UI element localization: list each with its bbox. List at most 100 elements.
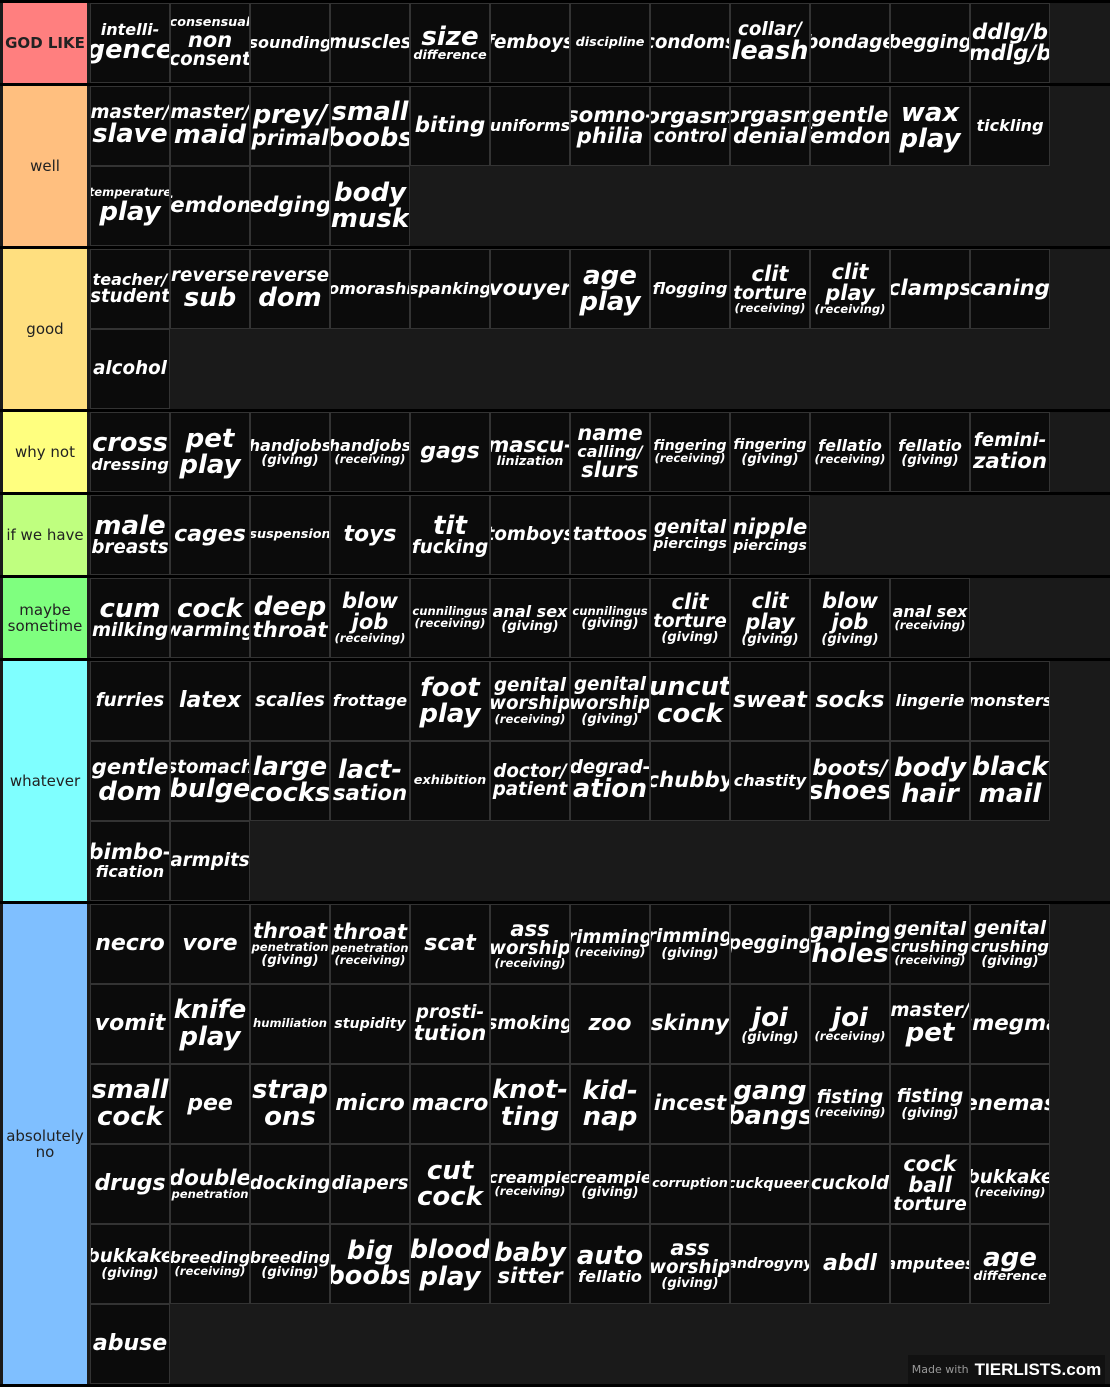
item-text: penetration: [331, 940, 409, 955]
tier-item: handjobs (giving): [250, 412, 330, 492]
item-text: lact-: [337, 754, 403, 785]
item-text: (giving): [821, 631, 879, 647]
item-text: (giving): [741, 1029, 799, 1045]
item-text: (receiving): [334, 631, 406, 646]
item-text: (receiving): [334, 952, 406, 967]
item-text: difference: [973, 1268, 1047, 1284]
item-text: genital: [573, 674, 647, 696]
item-text: crushing: [891, 937, 970, 957]
item-text: tickling: [976, 116, 1044, 135]
tier-item: cunnilingus (giving): [570, 578, 650, 658]
tier-item: androgyny: [730, 1224, 810, 1304]
item-text: bangs: [730, 1101, 810, 1132]
tier-item: throat penetration (receiving): [330, 904, 410, 984]
item-text: discipline: [575, 34, 645, 50]
tier-item: scalies: [250, 661, 330, 741]
tier-item: big boobs: [330, 1224, 410, 1304]
item-text: worship: [650, 1256, 730, 1278]
item-text: enemas: [971, 1091, 1049, 1117]
item-text: scat: [424, 931, 476, 956]
tier-item: wax play: [890, 86, 970, 166]
item-text: sweat: [733, 688, 807, 713]
tier-item: enemas: [970, 1064, 1050, 1144]
item-text: (receiving): [174, 1264, 246, 1279]
item-text: sation: [332, 781, 408, 807]
tier-item: furries: [90, 661, 170, 741]
item-text: baby: [494, 1238, 566, 1269]
item-text: micro: [335, 1091, 405, 1116]
tier-item: breeding (receiving): [170, 1224, 250, 1304]
item-text: (receiving): [894, 953, 966, 968]
item-text: alcohol: [93, 357, 167, 379]
item-text: vore: [182, 931, 238, 956]
tier-item: deep throat: [250, 578, 330, 658]
item-text: (giving): [901, 452, 959, 468]
item-text: begging: [890, 31, 970, 53]
item-text: (receiving): [974, 1185, 1046, 1200]
tier-item: age play: [570, 249, 650, 329]
tier-item: amputees: [890, 1224, 970, 1304]
tier-item: cages: [170, 495, 250, 575]
item-text: penetration: [171, 1186, 249, 1201]
item-text: intelli-: [100, 20, 160, 40]
item-text: vouyer: [490, 276, 570, 302]
item-text: piercings: [653, 536, 727, 553]
tier-item: vore: [170, 904, 250, 984]
tier-item: creampie (giving): [570, 1144, 650, 1224]
item-text: sounding: [250, 33, 330, 52]
item-text: slave: [92, 119, 168, 150]
item-text: cum: [99, 593, 161, 624]
item-text: femboys: [490, 31, 570, 53]
item-text: femdom: [170, 193, 249, 219]
tier-item: alcohol: [90, 329, 170, 409]
item-text: denial: [733, 124, 807, 149]
tier-item: genital worship (receiving): [490, 661, 570, 741]
item-text: bukkake: [970, 1167, 1050, 1189]
item-text: uniforms: [490, 116, 570, 135]
item-text: femini-: [973, 430, 1047, 452]
item-text: bimbo-: [90, 840, 170, 866]
item-text: (giving): [661, 1276, 719, 1292]
item-text: stupidity: [334, 1015, 406, 1032]
tier-item: humiliation: [250, 984, 330, 1064]
item-text: calling/: [577, 442, 643, 461]
item-text: (receiving): [334, 452, 406, 467]
item-text: knife: [173, 995, 247, 1026]
item-text: reverse: [250, 264, 330, 286]
item-text: dom: [98, 776, 162, 807]
tier-item: gags: [410, 412, 490, 492]
item-text: deep: [253, 592, 327, 623]
tier-item: gang bangs: [730, 1064, 810, 1144]
tier-item: muscles: [330, 3, 410, 83]
tier-row: why not cross dressing pet play handjobs (givi…: [0, 412, 1110, 492]
item-text: nap: [582, 1102, 638, 1132]
item-text: ddlg/b: [971, 19, 1049, 45]
tier-item: omorashi: [330, 249, 410, 329]
item-text: gags: [420, 439, 480, 464]
tier-item: somno-philia: [570, 86, 650, 166]
item-text: (giving): [581, 1184, 639, 1200]
item-text: abuse: [92, 1331, 168, 1356]
tier-label: if we have: [3, 495, 87, 575]
item-text: (receiving): [494, 955, 566, 970]
item-text: (giving): [741, 451, 799, 467]
tier-item: smoking: [490, 984, 570, 1064]
item-text: boots/: [812, 755, 888, 781]
tier-item: age difference: [970, 1224, 1050, 1304]
tier-row: whatever furries latex scalies frottage foot p…: [0, 661, 1110, 901]
tier-item: body hair: [890, 741, 970, 821]
item-text: necro: [95, 931, 165, 956]
item-text: androgyny: [730, 1255, 810, 1272]
item-text: ation: [572, 774, 648, 805]
tier-item: necro: [90, 904, 170, 984]
tier-row: maybe sometimecummilkingcockwarmingdeept…: [0, 578, 1110, 658]
item-text: holes: [811, 938, 889, 969]
tier-row: absolutely no necro vore throat penetration(…: [0, 904, 1110, 1384]
tier-label: good: [3, 249, 87, 409]
tier-item: cockwarming: [170, 578, 250, 658]
tier-item: small cock: [90, 1064, 170, 1144]
item-text: play: [899, 124, 961, 154]
tier-item: femboys: [490, 3, 570, 83]
item-text: handjobs: [250, 435, 330, 455]
tier-item: rimming (receiving): [570, 904, 650, 984]
